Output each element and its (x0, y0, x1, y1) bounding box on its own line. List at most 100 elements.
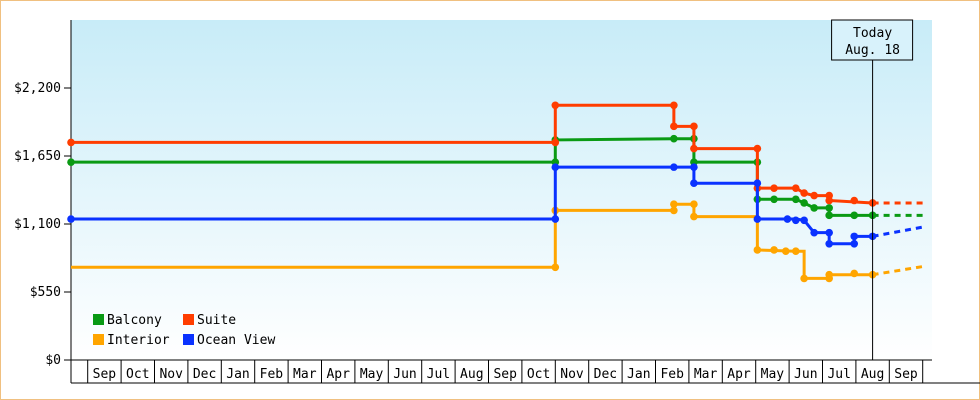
data-point (551, 101, 560, 110)
legend-item: Balcony (93, 313, 162, 328)
legend-label: Balcony (107, 313, 162, 328)
x-tick-label: Apr (727, 367, 751, 382)
data-point (800, 199, 808, 207)
legend-item: Ocean View (183, 333, 275, 348)
data-point (770, 195, 778, 204)
x-tick-label: Aug (861, 367, 884, 382)
data-point (670, 101, 678, 110)
data-point (753, 215, 762, 223)
data-point (770, 184, 778, 192)
data-point (753, 144, 762, 153)
data-point (825, 196, 833, 205)
data-point (850, 196, 859, 205)
series-projection-interior (872, 264, 927, 277)
data-point (551, 138, 560, 147)
data-point (690, 179, 698, 187)
legend-label: Suite (197, 313, 236, 328)
x-tick-label: Jun (393, 367, 416, 382)
x-tick-label: Sep (93, 367, 117, 382)
data-point (670, 134, 678, 143)
today-label: Today (853, 26, 892, 41)
x-tick-label: Jun (794, 367, 817, 382)
today-date: Aug. 18 (845, 43, 900, 58)
data-point (770, 246, 778, 254)
data-point (800, 216, 808, 225)
data-point (850, 269, 859, 278)
data-point (753, 246, 762, 254)
data-point (825, 211, 833, 220)
x-tick-label: Nov (159, 367, 183, 382)
axis-layer: $0 $550 $1,100 $1,650 $2,200 Sep Oct Nov Dec Jan F… (14, 20, 980, 384)
x-tick-label: Sep (894, 367, 918, 382)
data-point (67, 158, 75, 166)
data-point (670, 200, 678, 209)
data-point (690, 212, 698, 221)
legend: Balcony Suite Interior Ocean View (93, 313, 275, 348)
series-line-ocean-view (71, 165, 873, 246)
x-tick-label: Mar (694, 367, 718, 382)
data-point (690, 144, 698, 153)
x-tick-label: Oct (527, 367, 550, 382)
x-tick-label: Feb (260, 367, 284, 382)
x-tick-label: Sep (493, 367, 517, 382)
y-tick-label: $550 (30, 285, 61, 300)
data-point (551, 263, 560, 272)
data-point (783, 215, 792, 223)
legend-label: Ocean View (197, 333, 275, 348)
y-tick-label: $0 (45, 353, 61, 368)
x-tick-label: Dec (193, 367, 216, 382)
data-point (825, 270, 833, 279)
legend-item: Suite (183, 313, 236, 328)
data-point (810, 228, 818, 237)
data-point (67, 138, 75, 147)
data-point (67, 215, 75, 223)
data-point (753, 179, 762, 187)
x-tick-label: Jul (827, 367, 850, 382)
plot-background (71, 20, 932, 360)
x-tick-label: Jan (627, 367, 650, 382)
x-tick-label: Mar (293, 367, 317, 382)
data-point (850, 211, 859, 220)
data-point (670, 206, 678, 215)
data-point (810, 204, 818, 212)
data-point (791, 195, 800, 204)
x-tick-label: Apr (326, 367, 350, 382)
x-tick-label: Jul (427, 367, 450, 382)
data-point (791, 216, 800, 225)
data-point (791, 184, 800, 192)
x-tick-label: Nov (560, 367, 584, 382)
x-tick-label: May (360, 367, 384, 382)
data-point (850, 239, 859, 248)
data-point (670, 163, 678, 171)
today-box (831, 19, 914, 61)
data-point (551, 215, 560, 223)
legend-item: Interior (93, 333, 170, 348)
x-tick-label: Feb (660, 367, 684, 382)
data-point (551, 163, 560, 171)
legend-swatch (183, 334, 194, 345)
x-tick-label: May (761, 367, 785, 382)
data-point (850, 232, 859, 241)
y-tick-label: $1,100 (14, 217, 61, 232)
data-point (800, 189, 808, 197)
data-point (690, 122, 698, 131)
x-tick-label: Aug (460, 367, 483, 382)
data-point (800, 274, 808, 283)
legend-swatch (93, 334, 104, 345)
x-tick-label: Dec (594, 367, 617, 382)
legend-swatch (183, 314, 194, 325)
data-point (825, 239, 833, 248)
data-point (781, 247, 790, 255)
data-point (810, 191, 818, 200)
series-layer (67, 101, 927, 283)
data-point (670, 122, 678, 131)
data-point (690, 163, 698, 171)
legend-label: Interior (107, 333, 170, 348)
data-point (825, 228, 833, 237)
data-point (690, 200, 698, 209)
series-projection-ocean-view (872, 224, 927, 238)
x-tick-label: Oct (126, 367, 149, 382)
data-point (825, 204, 833, 212)
data-point (791, 247, 800, 255)
